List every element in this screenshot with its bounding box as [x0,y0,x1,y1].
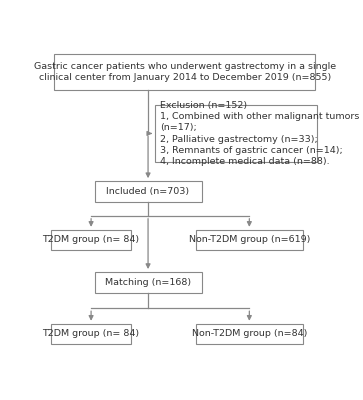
FancyBboxPatch shape [95,272,201,293]
Text: Gastric cancer patients who underwent gastrectomy in a single
clinical center fr: Gastric cancer patients who underwent ga… [33,62,336,82]
Text: Included (n=703): Included (n=703) [106,187,189,196]
FancyBboxPatch shape [155,105,317,162]
Text: T2DM group (n= 84): T2DM group (n= 84) [42,235,140,244]
Text: Exclusion (n=152)
1, Combined with other malignant tumors
(n=17);
2, Palliative : Exclusion (n=152) 1, Combined with other… [160,101,359,166]
FancyBboxPatch shape [51,324,131,344]
FancyBboxPatch shape [54,54,315,90]
FancyBboxPatch shape [196,324,303,344]
Text: Non-T2DM group (n=619): Non-T2DM group (n=619) [189,235,310,244]
FancyBboxPatch shape [51,230,131,250]
FancyBboxPatch shape [196,230,303,250]
Text: Matching (n=168): Matching (n=168) [105,278,191,287]
Text: Non-T2DM group (n=84): Non-T2DM group (n=84) [192,329,307,338]
FancyBboxPatch shape [95,181,201,202]
Text: T2DM group (n= 84): T2DM group (n= 84) [42,329,140,338]
